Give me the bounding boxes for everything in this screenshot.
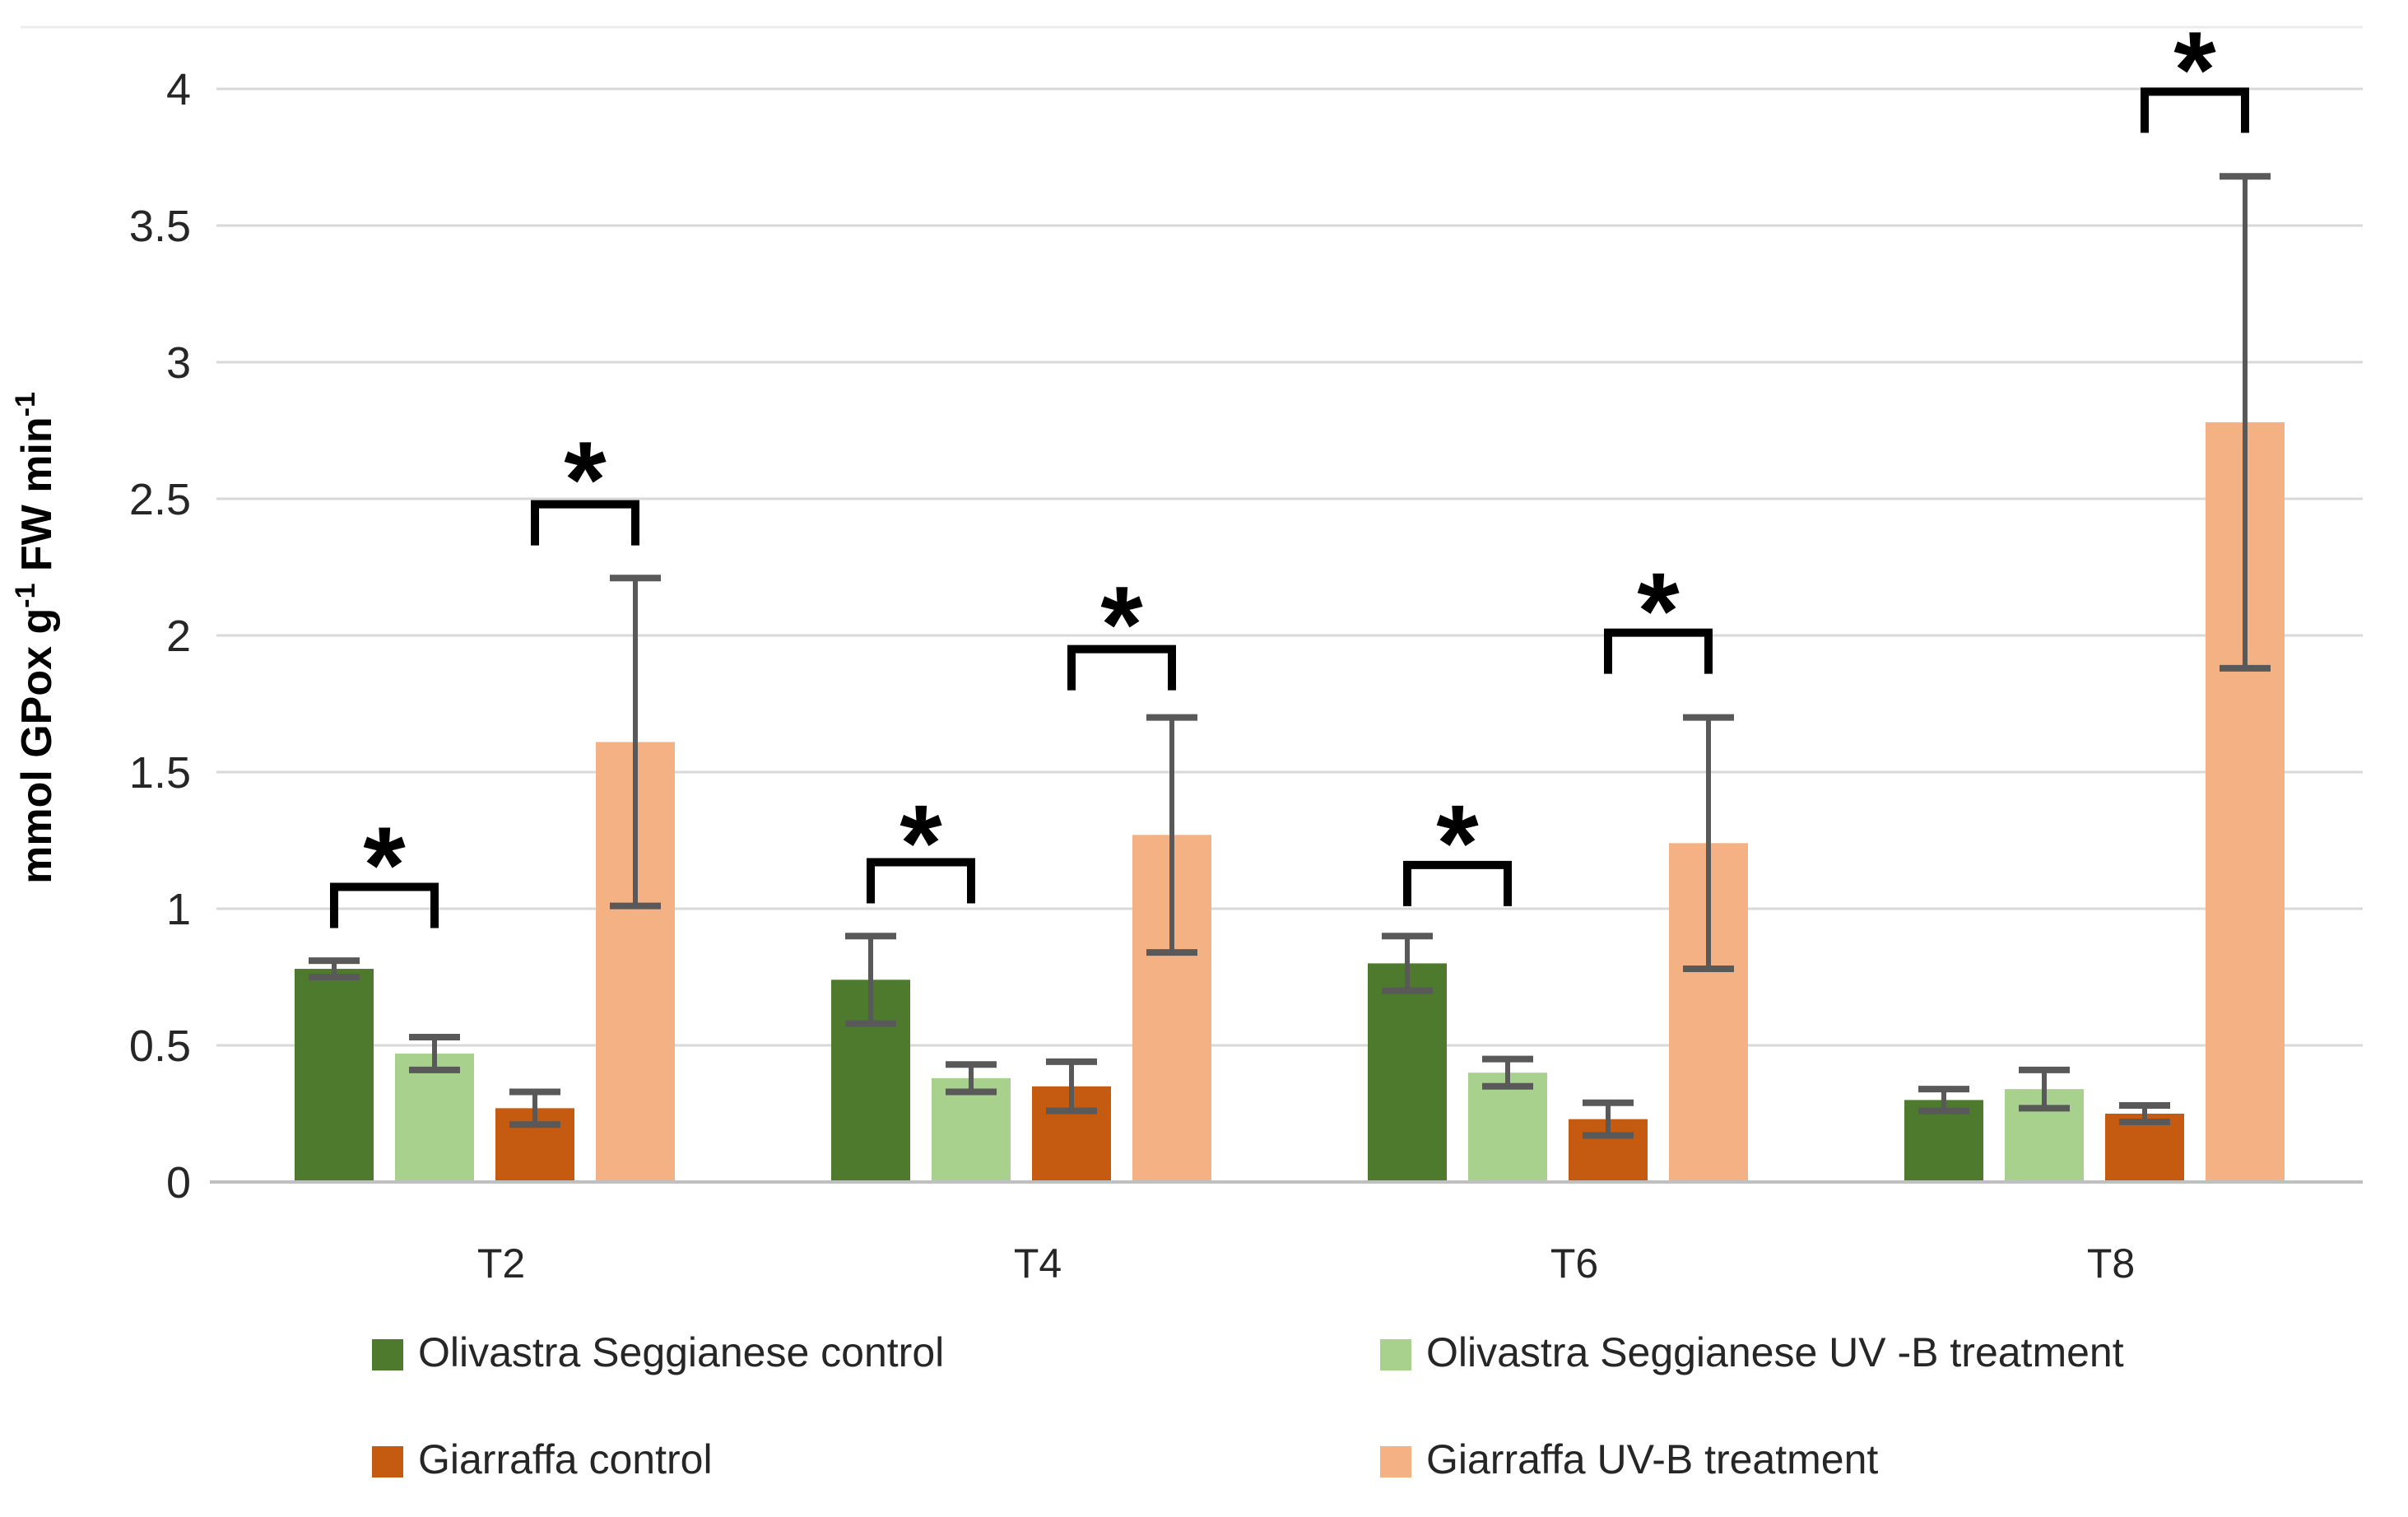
legend-item-giarraffa-uv-b-treatment: Giarraffa UV-B treatment: [1380, 1436, 1878, 1482]
legend-item-giarraffa-control: Giarraffa control: [372, 1436, 713, 1482]
x-category-label-t2: T2: [477, 1240, 525, 1287]
significance-bracket-t6-s0-s1: [1403, 860, 1512, 906]
legend-swatch-olivastra-seggianese-control: [372, 1339, 403, 1370]
significance-asterisk-t6: *: [1637, 551, 1680, 672]
significance-bracket-t4-s0-s1: [867, 858, 975, 904]
significance-bracket-t4-s2-s3: [1067, 644, 1176, 691]
y-axis-title: mmol GPox g-1 FW min-1: [10, 392, 61, 884]
significance-asterisk-t4: *: [900, 783, 942, 904]
legend-item-olivastra-seggianese-control: Olivastra Seggianese control: [372, 1329, 944, 1375]
bar-t6-olivastra-seggianese-control: [1368, 963, 1447, 1182]
significance-asterisk-t2: *: [564, 419, 607, 540]
x-category-label-t4: T4: [1014, 1240, 1062, 1287]
error-bar-t8-giarraffa-control: [2119, 1102, 2170, 1125]
bar-t4-olivastra-seggianese-uv-b-treatment: [932, 1077, 1011, 1182]
error-bar-t8-olivastra-seggianese-control: [1918, 1086, 1969, 1114]
error-bar-t6-giarraffa-uv-b-treatment: [1683, 714, 1734, 973]
x-category-label-t8: T8: [2087, 1240, 2135, 1287]
error-bar-t6-giarraffa-control: [1583, 1099, 1634, 1139]
y-tick-label-4: 4: [166, 65, 191, 114]
significance-bracket-t2-s2-s3: [531, 500, 639, 546]
bar-t2-olivastra-seggianese-control: [295, 969, 374, 1182]
legend-label-olivastra-seggianese-control: Olivastra Seggianese control: [418, 1329, 944, 1375]
legend-label-olivastra-seggianese-uv-b-treatment: Olivastra Seggianese UV -B treatment: [1426, 1329, 2124, 1375]
error-bar-t4-olivastra-seggianese-control: [845, 933, 896, 1027]
legend-label-giarraffa-uv-b-treatment: Giarraffa UV-B treatment: [1426, 1436, 1878, 1482]
legend-item-olivastra-seggianese-uv-b-treatment: Olivastra Seggianese UV -B treatment: [1380, 1329, 2124, 1375]
y-tick-label-3-5: 3.5: [129, 202, 191, 251]
significance-bracket-t8-s2-s3: [2141, 87, 2249, 133]
significance-asterisk-t2: *: [363, 804, 406, 925]
significance-bracket-t6-s2-s3: [1604, 628, 1713, 674]
y-tick-label-0-5: 0.5: [129, 1021, 191, 1071]
bar-t6-olivastra-seggianese-uv-b-treatment: [1468, 1073, 1547, 1182]
legend-swatch-giarraffa-uv-b-treatment: [1380, 1446, 1411, 1477]
error-bar-t8-olivastra-seggianese-uv-b-treatment: [2019, 1066, 2070, 1112]
error-bar-t6-olivastra-seggianese-uv-b-treatment: [1482, 1055, 1533, 1090]
legend-swatch-olivastra-seggianese-uv-b-treatment: [1380, 1339, 1411, 1370]
error-bar-t4-giarraffa-control: [1046, 1058, 1097, 1114]
y-tick-label-2: 2: [166, 612, 191, 661]
y-tick-label-0: 0: [166, 1158, 191, 1208]
y-tick-label-3: 3: [166, 338, 191, 388]
y-tick-label-1: 1: [166, 885, 191, 934]
error-bar-t2-giarraffa-uv-b-treatment: [610, 575, 661, 910]
y-tick-label-2-5: 2.5: [129, 475, 191, 524]
significance-bracket-t2-s0-s1: [330, 882, 439, 928]
significance-asterisk-t4: *: [1100, 564, 1143, 685]
significance-asterisk-t6: *: [1436, 783, 1479, 904]
error-bar-t6-olivastra-seggianese-control: [1382, 933, 1433, 994]
error-bar-t4-olivastra-seggianese-uv-b-treatment: [946, 1061, 997, 1096]
bar-t2-olivastra-seggianese-uv-b-treatment: [395, 1053, 474, 1182]
y-tick-label-1-5: 1.5: [129, 748, 191, 798]
error-bar-t8-giarraffa-uv-b-treatment: [2220, 173, 2271, 672]
error-bar-t2-giarraffa-control: [509, 1088, 560, 1128]
significance-asterisk-t8: *: [2173, 9, 2216, 130]
error-bar-t2-olivastra-seggianese-uv-b-treatment: [409, 1034, 460, 1073]
legend-label-giarraffa-control: Giarraffa control: [418, 1436, 713, 1482]
legend: Olivastra Seggianese control Olivastra Se…: [372, 1329, 2124, 1482]
x-category-label-t6: T6: [1550, 1240, 1598, 1287]
error-bar-t2-olivastra-seggianese-control: [309, 957, 360, 980]
error-bar-t4-giarraffa-uv-b-treatment: [1146, 714, 1197, 956]
legend-swatch-giarraffa-control: [372, 1446, 403, 1477]
